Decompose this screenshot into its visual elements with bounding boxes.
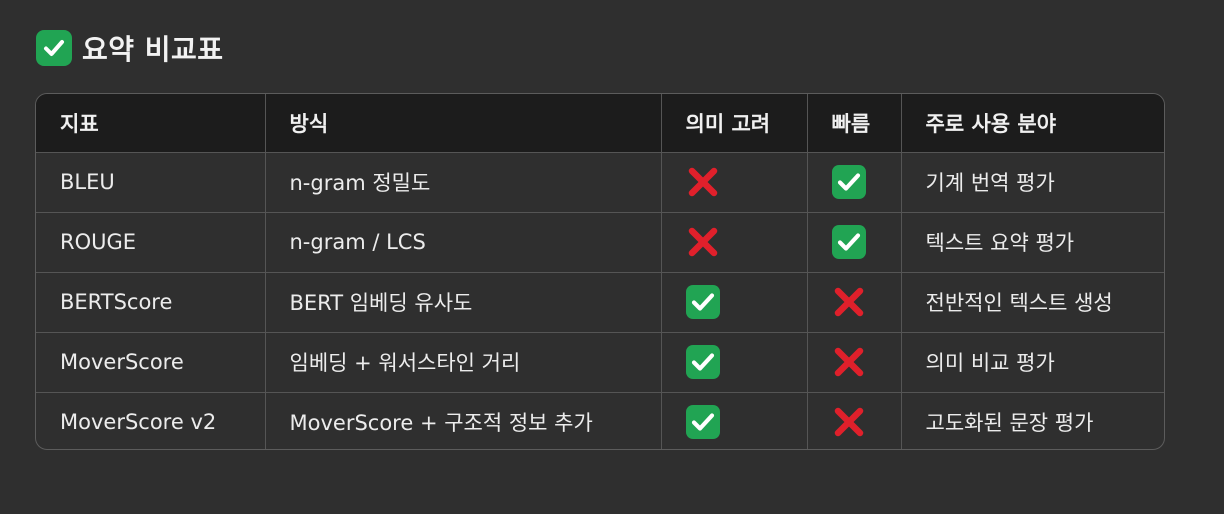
table-row: MoverScore 임베딩 + 워서스타인 거리 의미 비교 평가 (36, 332, 1164, 393)
cell-method: BERT 임베딩 유사도 (265, 272, 662, 333)
cell-metric: BERTScore (36, 272, 266, 333)
check-mark-button-icon (831, 225, 866, 259)
check-mark-button-icon (685, 285, 720, 319)
table-row: BERTScore BERT 임베딩 유사도 전반적인 텍스트 생성 (36, 272, 1164, 333)
cross-mark-icon (832, 405, 866, 439)
cell-method: MoverScore + 구조적 정보 추가 (265, 392, 662, 449)
column-header-semantic: 의미 고려 (661, 94, 808, 153)
cell-metric: MoverScore (36, 332, 266, 393)
cell-fast (807, 272, 902, 333)
cell-usage: 텍스트 요약 평가 (901, 212, 1164, 273)
cell-semantic (661, 272, 808, 333)
column-header-fast: 빠름 (807, 94, 902, 153)
cell-semantic (661, 392, 808, 449)
comparison-table: 지표 방식 의미 고려 빠름 주로 사용 분야 BLEU n-gram 정밀도 기계… (35, 93, 1165, 450)
cross-mark-icon (832, 285, 866, 319)
cell-method: 임베딩 + 워서스타인 거리 (265, 332, 662, 393)
check-mark-button-icon (36, 30, 72, 66)
cell-fast (807, 392, 902, 449)
cell-semantic (661, 152, 808, 213)
check-mark-button-icon (831, 165, 866, 199)
cell-metric: ROUGE (36, 212, 266, 273)
cell-method: n-gram 정밀도 (265, 152, 662, 213)
cell-metric: BLEU (36, 152, 266, 213)
column-header-usage: 주로 사용 분야 (901, 94, 1164, 153)
cell-metric: MoverScore v2 (36, 392, 266, 449)
cell-method: n-gram / LCS (265, 212, 662, 273)
page-title: 요약 비교표 (82, 33, 224, 66)
cell-usage: 전반적인 텍스트 생성 (901, 272, 1164, 333)
cell-usage: 의미 비교 평가 (901, 332, 1164, 393)
column-header-metric: 지표 (36, 94, 266, 153)
cross-mark-icon (686, 165, 720, 199)
table-row: ROUGE n-gram / LCS 텍스트 요약 평가 (36, 212, 1164, 273)
cell-fast (807, 212, 902, 273)
table-row: BLEU n-gram 정밀도 기계 번역 평가 (36, 152, 1164, 213)
cell-semantic (661, 212, 808, 273)
table-row: MoverScore v2 MoverScore + 구조적 정보 추가 고도화된 … (36, 392, 1164, 449)
cell-semantic (661, 332, 808, 393)
section-heading: 요약 비교표 (36, 26, 224, 70)
cross-mark-icon (686, 225, 720, 259)
cell-usage: 고도화된 문장 평가 (925, 411, 1094, 436)
column-header-method: 방식 (265, 94, 662, 153)
check-mark-button-icon (685, 405, 720, 440)
cross-mark-icon (832, 345, 866, 379)
table-header-row: 지표 방식 의미 고려 빠름 주로 사용 분야 (36, 94, 1164, 153)
check-mark-button-icon (685, 345, 720, 379)
cell-fast (807, 332, 902, 393)
cell-usage: 기계 번역 평가 (901, 152, 1164, 213)
cell-fast (807, 152, 902, 213)
